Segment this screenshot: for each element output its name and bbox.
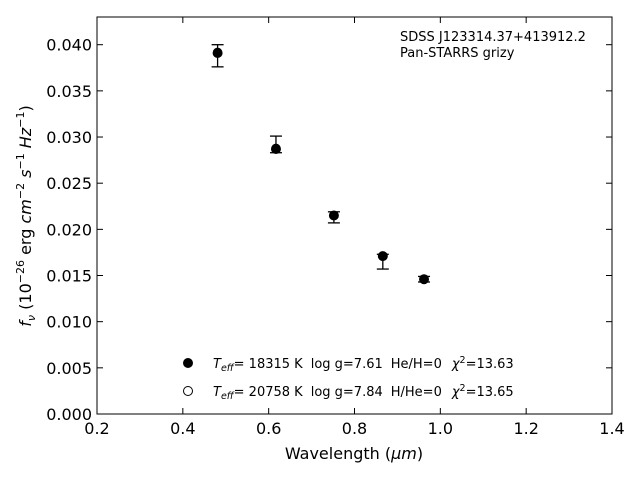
y-label-paren-open: (10 bbox=[16, 283, 35, 315]
legend-2-composition: H/He=0 bbox=[391, 385, 442, 400]
legend-2-chi-symbol: χ bbox=[451, 385, 461, 400]
x-tick-label: 1.4 bbox=[599, 419, 624, 438]
legend-2-teff-value: = 20758 K bbox=[234, 385, 304, 400]
legend-entry-2: Teff= 20758 K log g=7.84 H/He=0 χ2=13.65 bbox=[213, 383, 514, 402]
x-axis-label: Wavelength (μm) bbox=[285, 444, 423, 463]
y-label-s: s bbox=[16, 170, 35, 183]
legend-1-teff-symbol: T bbox=[213, 357, 222, 372]
x-tick-label: 1.2 bbox=[513, 419, 538, 438]
y-label-erg: erg bbox=[16, 224, 35, 260]
legend-2-chi-value: =13.65 bbox=[466, 385, 514, 400]
legend-1-chi-exponent: 2 bbox=[460, 355, 466, 366]
model-point-open bbox=[213, 47, 223, 57]
x-axis-label-unit: μm bbox=[390, 444, 417, 463]
x-tick-label: 0.6 bbox=[256, 419, 281, 438]
legend-marker-filled bbox=[183, 358, 193, 368]
legend-2-chi-exponent: 2 bbox=[460, 383, 466, 394]
annotation-line-survey: Pan-STARRS grizy bbox=[400, 46, 515, 61]
legend-1-teff-value: = 18315 K bbox=[234, 357, 304, 372]
y-tick-label: 0.015 bbox=[46, 267, 92, 286]
y-label-cm: cm bbox=[16, 199, 35, 223]
y-axis-label: fν (10−26 erg cm−2 s−1 Hz−1) bbox=[14, 105, 38, 326]
model-point-open bbox=[271, 143, 281, 153]
y-label-f: f bbox=[16, 319, 35, 327]
x-tick-label: 0.4 bbox=[170, 419, 195, 438]
y-tick-label: 0.040 bbox=[46, 36, 92, 55]
plot-axes: 0.2 0.4 0.6 0.8 1.0 1.2 1.4 0.0000.0050.0100.0… bbox=[46, 16, 625, 438]
data-marks bbox=[211, 44, 431, 285]
x-tick-label: 0.8 bbox=[342, 419, 367, 438]
y-label-paren-close: ) bbox=[16, 105, 35, 111]
x-axis-label-text: Wavelength ( bbox=[285, 444, 391, 463]
x-axis-label-close: ) bbox=[417, 444, 423, 463]
x-tick-label: 1.0 bbox=[428, 419, 453, 438]
y-tick-label: 0.010 bbox=[46, 313, 92, 332]
y-label-exp2: −2 bbox=[14, 183, 27, 199]
model-point-open bbox=[378, 251, 388, 261]
y-tick-label: 0.030 bbox=[46, 128, 92, 147]
legend-1-teff-subscript: eff bbox=[221, 363, 235, 374]
model-point-open bbox=[329, 211, 339, 220]
y-tick-label: 0.005 bbox=[46, 359, 92, 378]
legend-2-teff-subscript: eff bbox=[221, 391, 235, 402]
y-label-exp4: −1 bbox=[14, 112, 27, 128]
model-point-open bbox=[419, 274, 429, 284]
legend-entry-1: Teff= 18315 K log g=7.61 He/H=0 χ2=13.63 bbox=[213, 355, 514, 374]
y-tick-label: 0.020 bbox=[46, 220, 92, 239]
legend-1-logg: log g=7.61 bbox=[311, 357, 383, 372]
y-tick-label: 0.000 bbox=[46, 405, 92, 424]
legend-1-chi-value: =13.63 bbox=[466, 357, 514, 372]
y-tick-label: 0.035 bbox=[46, 82, 92, 101]
legend-1-composition: He/H=0 bbox=[391, 357, 442, 372]
y-label-hz: Hz bbox=[16, 127, 35, 153]
annotation: SDSS J123314.37+413912.2 Pan-STARRS griz… bbox=[400, 30, 586, 61]
annotation-line-object: SDSS J123314.37+413912.2 bbox=[400, 30, 586, 45]
legend-2-logg: log g=7.84 bbox=[311, 385, 383, 400]
y-tick-label: 0.025 bbox=[46, 174, 92, 193]
legend-2-teff-symbol: T bbox=[213, 385, 222, 400]
y-ticks: 0.000 0.005 0.010 0.015 0.020 0.025 0.030 0.035… bbox=[46, 36, 612, 424]
x-tick-label: 0.2 bbox=[84, 419, 109, 438]
legend-1-chi-symbol: χ bbox=[451, 357, 461, 372]
legend-marker-open bbox=[183, 386, 193, 396]
y-label-exp3: −1 bbox=[14, 153, 27, 169]
x-ticks: 0.2 0.4 0.6 0.8 1.0 1.2 1.4 bbox=[84, 17, 625, 438]
y-label-nu: ν bbox=[25, 315, 38, 321]
y-label-exp1: −26 bbox=[14, 260, 27, 283]
